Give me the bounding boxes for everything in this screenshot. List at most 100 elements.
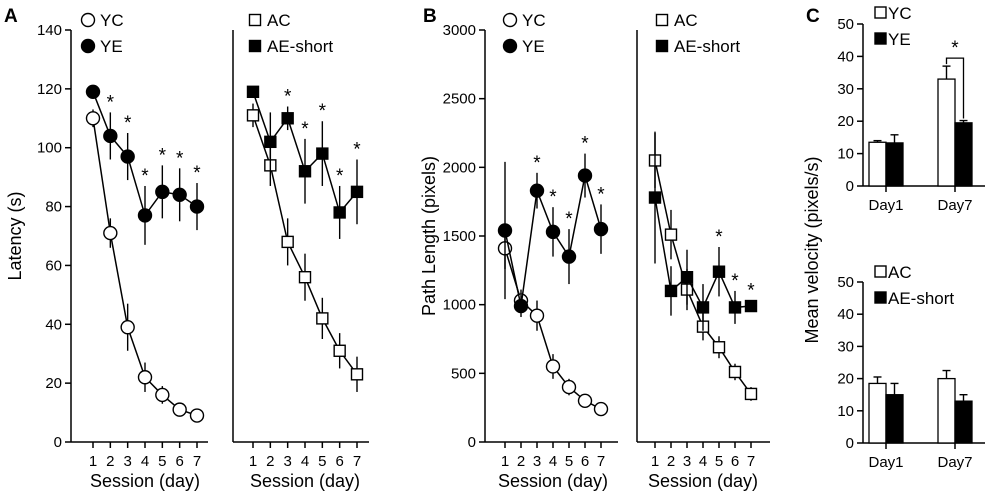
data-point — [155, 184, 170, 200]
legend-label: YC — [888, 4, 912, 23]
x-tick-label: 3 — [683, 453, 691, 470]
data-point — [189, 199, 205, 214]
y-tick-label: 500 — [451, 365, 476, 382]
x-tick-label: Day7 — [937, 197, 972, 214]
y-tick-label: 40 — [837, 48, 854, 65]
y-tick-label: 40 — [45, 316, 62, 333]
legend-label: AE-short — [267, 37, 333, 56]
significance-star: * — [301, 119, 309, 140]
legend-marker — [874, 6, 887, 19]
series-ye — [85, 84, 205, 245]
legend-label: AE-short — [674, 37, 740, 56]
x-tick-label: 2 — [517, 453, 525, 470]
legend-marker — [80, 38, 96, 54]
data-point — [281, 112, 294, 125]
x-tick-label: 2 — [266, 453, 274, 470]
x-tick-label: 1 — [651, 453, 659, 470]
c-bottom-plot: 0 10 20 30 40 50 Day1 Day7 AC AE-short — [837, 263, 985, 471]
data-point — [497, 223, 513, 238]
legend-marker — [248, 13, 262, 27]
data-point — [350, 368, 364, 381]
data-point — [120, 320, 135, 335]
x-tick-label: 3 — [123, 453, 131, 470]
significance-star: * — [581, 134, 589, 155]
data-point — [593, 221, 609, 237]
y-tick-label: 40 — [837, 306, 854, 323]
significance-star: * — [193, 163, 201, 184]
x-tick-label: 4 — [549, 453, 557, 470]
y-tick-label: 30 — [837, 81, 854, 98]
x-tick-label: Day7 — [937, 454, 972, 471]
legend-label: AC — [674, 11, 698, 30]
series-ac — [648, 133, 758, 401]
significance-star: * — [715, 227, 723, 248]
significance-star: * — [107, 92, 115, 113]
data-point — [85, 84, 101, 100]
data-point — [155, 387, 170, 403]
data-point — [744, 299, 758, 313]
x-tick-label: 4 — [301, 453, 309, 470]
data-point — [172, 402, 187, 417]
x-tick-label: 7 — [193, 453, 201, 470]
data-point — [577, 393, 593, 408]
data-point — [246, 85, 260, 99]
x-tick-label: 5 — [318, 453, 326, 470]
y-tick-label: 2000 — [443, 159, 476, 176]
legend-marker — [655, 13, 669, 27]
y-tick-label: 20 — [45, 375, 62, 392]
data-point — [744, 387, 758, 401]
x-tick-label: 6 — [175, 453, 183, 470]
y-tick-label: 120 — [37, 81, 62, 98]
data-point — [545, 359, 561, 374]
x-tick-label: 2 — [667, 453, 675, 470]
significance-star: * — [124, 113, 132, 134]
bar — [885, 142, 904, 187]
y-tick-label: 0 — [846, 178, 854, 195]
panel-label-b: B — [423, 6, 437, 27]
bar — [868, 382, 887, 444]
significance-star: * — [176, 148, 184, 169]
data-point — [561, 249, 577, 264]
data-point — [120, 149, 135, 164]
significance-star: * — [747, 281, 755, 302]
y-tick-label: 10 — [837, 146, 854, 163]
x-tick-label: 6 — [335, 453, 343, 470]
data-point — [189, 408, 205, 423]
data-point — [513, 298, 529, 314]
data-point — [712, 265, 726, 278]
x-tick-label: 7 — [353, 453, 361, 470]
significance-star: * — [319, 101, 327, 122]
data-point — [281, 235, 294, 249]
data-point — [664, 284, 678, 298]
x-tick-label: Day1 — [868, 197, 903, 214]
significance-star: * — [597, 184, 605, 205]
data-point — [137, 370, 153, 385]
data-point — [246, 109, 260, 122]
x-tick-label: 3 — [533, 453, 541, 470]
data-point — [137, 208, 153, 223]
data-point — [172, 187, 187, 203]
legend-marker — [502, 12, 518, 28]
y-tick-label: 0 — [54, 434, 62, 451]
series-ye — [497, 153, 609, 318]
c-top-plot: 0 10 20 30 40 50 Day1 Day7 * YC YE Mean velocity (p… — [802, 4, 985, 344]
significance-star: * — [336, 166, 344, 187]
a-left-plot: 0 20 40 60 80 100 120 140 Latency (s) 1 2 3 4 5 6 7Sess… — [5, 11, 208, 491]
x-tick-label: 4 — [141, 453, 149, 470]
y-tick-label: 1500 — [443, 228, 476, 245]
series-yc — [85, 109, 205, 423]
legend-marker — [502, 38, 518, 54]
y-tick-label: 80 — [45, 199, 62, 216]
legend-label: YE — [888, 30, 911, 49]
y-tick-label: 20 — [837, 371, 854, 388]
x-tick-label: 1 — [501, 453, 509, 470]
data-point — [712, 341, 726, 354]
x-tick-label: 7 — [597, 453, 605, 470]
data-point — [333, 344, 346, 357]
bar — [868, 141, 887, 187]
y-axis-label: Path Length (pixels) — [419, 156, 439, 316]
data-point — [529, 308, 545, 323]
data-point — [648, 191, 662, 204]
